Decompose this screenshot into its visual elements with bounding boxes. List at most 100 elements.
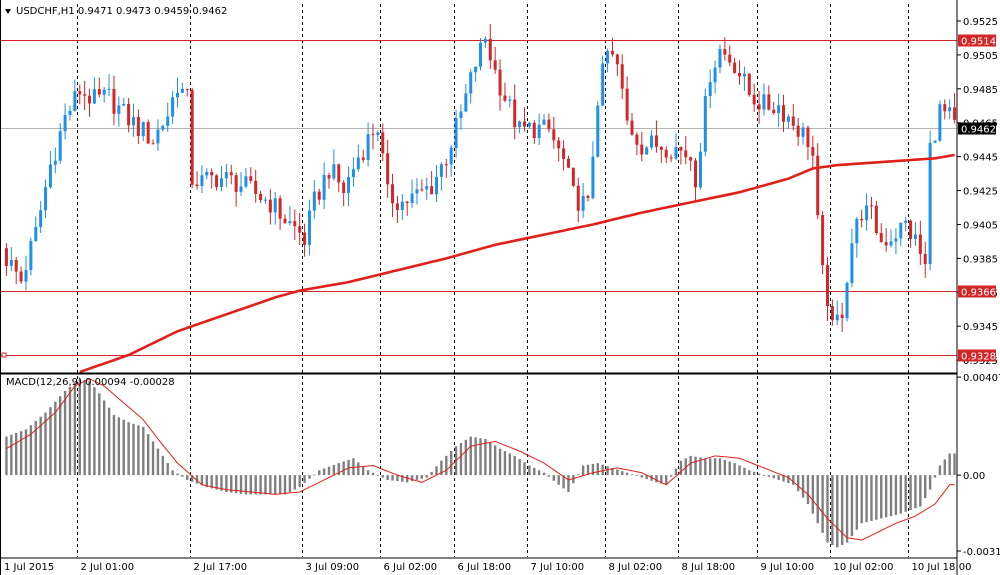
macd-histogram-bar: [254, 475, 257, 495]
macd-histogram-bar: [405, 475, 409, 483]
candle-body: [576, 185, 580, 211]
candle-body: [19, 271, 23, 282]
price-tick-label: 0.9485: [963, 85, 998, 96]
macd-histogram-bar: [914, 475, 917, 509]
time-label: 10 Jul 18:00: [912, 562, 972, 573]
candle-body: [112, 88, 116, 114]
candle-body: [557, 140, 561, 149]
macd-histogram-bar: [645, 475, 648, 480]
level-tag-label: 0.9366: [961, 288, 996, 299]
macd-histogram-bar: [83, 380, 86, 476]
candle-body: [132, 116, 136, 126]
macd-histogram-bar: [15, 432, 18, 476]
candle-body: [899, 222, 903, 239]
macd-histogram-bar: [562, 475, 565, 489]
candle-body: [874, 205, 878, 234]
candle-body: [337, 164, 341, 183]
candle-body: [322, 175, 326, 200]
macd-histogram-bar: [684, 458, 687, 476]
candle-body: [840, 314, 844, 319]
level-tag: [958, 34, 996, 47]
candle-body: [796, 125, 800, 137]
macd-histogram-bar: [708, 458, 712, 476]
macd-histogram-bar: [195, 475, 199, 484]
macd-histogram-bar: [880, 475, 883, 519]
candle-body: [239, 186, 243, 192]
macd-histogram-bar: [459, 443, 463, 476]
candle-body: [439, 164, 443, 177]
macd-histogram-bar: [625, 472, 629, 476]
candle-body: [200, 175, 204, 187]
candle-body: [293, 221, 297, 227]
time-axis-labels: 1 Jul 2015 2 Jul 01:00 2 Jul 17:00 3 Jul 09…: [4, 562, 1000, 573]
candle-body: [347, 176, 351, 193]
candle-body: [386, 153, 390, 185]
macd-histogram-bar: [938, 465, 942, 476]
macd-histogram-bar: [327, 466, 331, 476]
macd-histogram: [5, 378, 956, 548]
candle-body: [342, 182, 346, 193]
candle-body: [620, 64, 624, 89]
candle-body: [889, 241, 893, 246]
macd-histogram-bar: [528, 465, 531, 476]
macd-histogram-bar: [948, 453, 951, 476]
time-label: 8 Jul 02:00: [609, 562, 663, 573]
candle-body: [601, 63, 605, 106]
macd-histogram-bar: [5, 436, 8, 476]
macd-histogram-bar: [826, 475, 829, 543]
macd-histogram-bar: [679, 460, 683, 476]
macd-histogram-bar: [122, 419, 125, 476]
macd-histogram-bar: [816, 475, 819, 524]
macd-tick-label: -0.00315: [963, 547, 1000, 558]
macd-histogram-bar: [591, 463, 595, 476]
candle-body: [923, 253, 927, 264]
dropdown-arrow-icon[interactable]: [5, 9, 11, 14]
macd-histogram-bar: [396, 475, 399, 482]
macd-histogram-bar: [655, 475, 658, 483]
candle-body: [821, 215, 825, 266]
macd-histogram-bar: [601, 464, 604, 476]
macd-histogram-bar: [567, 475, 570, 492]
macd-histogram-bar: [635, 475, 639, 476]
time-label: 6 Jul 02:00: [384, 562, 438, 573]
macd-histogram-bar: [728, 461, 731, 476]
candle-body: [444, 164, 448, 166]
macd-histogram-bar: [596, 463, 599, 476]
candle-body: [107, 88, 111, 90]
candle-body: [723, 49, 727, 55]
candle-body: [391, 184, 395, 204]
candles: [4, 23, 957, 332]
macd-histogram-bar: [19, 431, 23, 476]
candle-body: [664, 149, 668, 158]
candle-body: [166, 116, 170, 126]
candle-body: [307, 210, 311, 245]
macd-histogram-bar: [479, 438, 482, 476]
candle-body: [78, 91, 82, 95]
macd-histogram-bar: [933, 475, 937, 478]
macd-histogram-bar: [894, 475, 898, 515]
macd-histogram-bar: [523, 462, 526, 476]
candle-body: [4, 248, 8, 266]
time-label: 7 Jul 10:00: [531, 562, 585, 573]
candle-body: [68, 110, 72, 115]
macd-histogram-bar: [762, 475, 766, 476]
macd-histogram-bar: [98, 393, 101, 476]
price-tick-label: 0.9385: [963, 254, 998, 265]
candle-body: [811, 147, 815, 156]
macd-histogram-bar: [146, 434, 150, 476]
macd-histogram-bar: [171, 470, 174, 476]
candle-body: [332, 164, 336, 179]
price-tick-label: 0.9505: [963, 51, 998, 62]
candle-body: [835, 314, 839, 321]
candle-body: [420, 189, 424, 191]
candle-body: [694, 160, 698, 188]
macd-histogram-bar: [322, 468, 326, 476]
axes: [0, 0, 958, 575]
macd-histogram-bar: [855, 475, 859, 530]
macd-histogram-bar: [308, 475, 311, 479]
macd-histogram-bar: [332, 464, 336, 476]
candle-body: [566, 158, 570, 168]
macd-histogram-bar: [381, 475, 384, 478]
candle-body: [479, 42, 482, 67]
